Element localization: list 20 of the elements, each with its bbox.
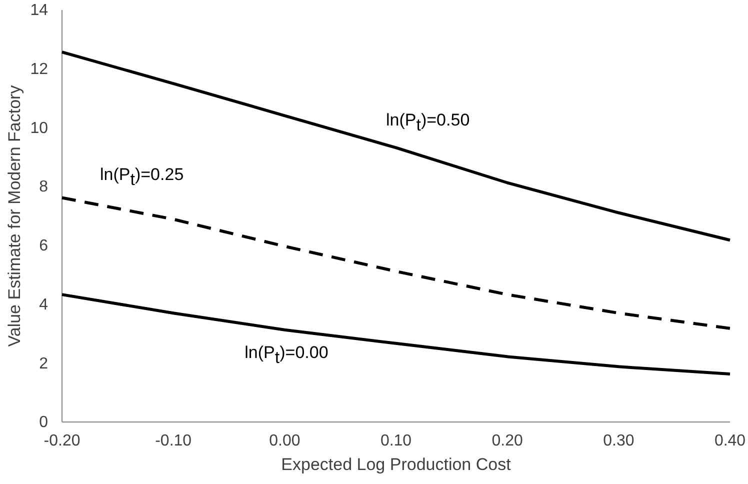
y-tick-label: 2 (39, 355, 48, 372)
x-tick-label: 0.20 (492, 432, 524, 450)
x-tick-label: 0.00 (269, 432, 300, 450)
y-tick-label: 8 (39, 178, 48, 196)
y-tick-label: 4 (39, 296, 48, 314)
y-tick-label: 14 (30, 2, 48, 20)
line-series (60, 50, 732, 242)
line-series (60, 293, 732, 376)
x-tick-label: 0.40 (714, 432, 746, 450)
y-tick-label: 10 (30, 120, 48, 137)
x-tick-label: -0.20 (44, 432, 80, 450)
line-series (60, 196, 732, 330)
y-tick-label: 6 (39, 238, 48, 255)
x-tick-label: -0.10 (155, 432, 192, 450)
x-tick-label: 0.10 (380, 432, 412, 450)
y-tick-label: 0 (39, 414, 48, 432)
x-tick-label: 0.30 (603, 432, 634, 450)
y-tick-label: 12 (30, 60, 48, 78)
y-axis-title: Value Estimate for Modern Factory (5, 84, 24, 347)
x-axis-title: Expected Log Production Cost (281, 455, 512, 474)
